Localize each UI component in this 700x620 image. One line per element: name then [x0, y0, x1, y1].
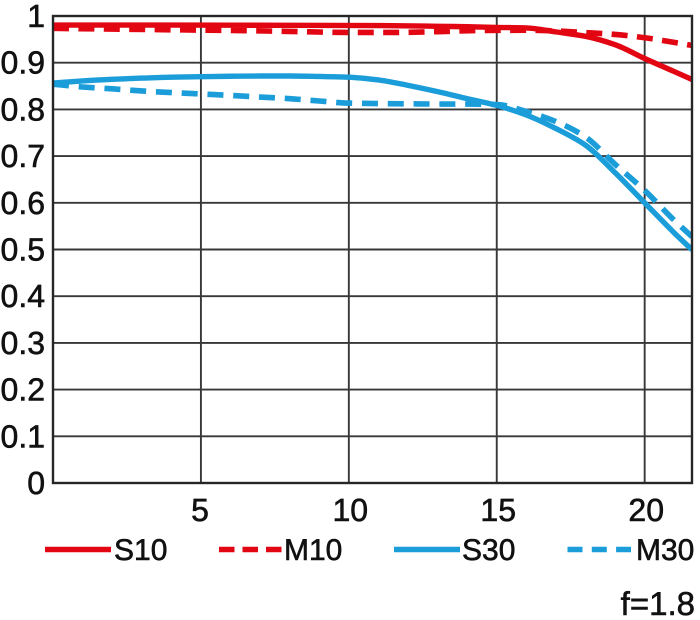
- svg-text:0.6: 0.6: [1, 185, 45, 221]
- svg-text:M10: M10: [284, 534, 342, 567]
- svg-text:S30: S30: [462, 534, 515, 567]
- svg-text:0.2: 0.2: [1, 372, 45, 408]
- svg-text:10: 10: [333, 492, 369, 528]
- svg-text:5: 5: [191, 492, 209, 528]
- svg-text:1: 1: [27, 0, 45, 34]
- svg-text:0.4: 0.4: [1, 278, 45, 314]
- svg-text:S10: S10: [114, 534, 167, 567]
- svg-text:f=1.8: f=1.8: [621, 585, 695, 620]
- svg-text:0.1: 0.1: [1, 418, 45, 454]
- svg-text:20: 20: [628, 492, 664, 528]
- svg-text:0.5: 0.5: [1, 232, 45, 268]
- svg-text:0.3: 0.3: [1, 325, 45, 361]
- svg-text:15: 15: [480, 492, 516, 528]
- svg-text:0.7: 0.7: [1, 138, 45, 174]
- svg-text:M30: M30: [636, 534, 694, 567]
- svg-text:0.9: 0.9: [1, 45, 45, 81]
- svg-text:0.8: 0.8: [1, 91, 45, 127]
- svg-text:0: 0: [27, 465, 45, 501]
